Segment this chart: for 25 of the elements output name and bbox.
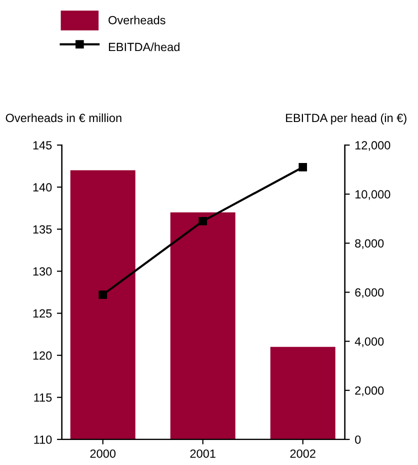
y2-tick-label: 12,000 bbox=[355, 141, 390, 151]
x-tick-label: 2001 bbox=[190, 449, 216, 458]
point bbox=[198, 216, 208, 226]
y-axis-title: Overheads in € million bbox=[6, 113, 122, 122]
y-tick-label: 125 bbox=[33, 309, 52, 318]
y-tick-label: 120 bbox=[33, 351, 52, 360]
legend-label: EBITDA/head bbox=[108, 42, 180, 52]
y2-tick-label: 6,000 bbox=[355, 288, 384, 298]
y-tick-label: 145 bbox=[33, 141, 52, 150]
y2-tick-label: 4,000 bbox=[354, 337, 384, 348]
x-tick-label: 2002 bbox=[290, 449, 316, 458]
y-tick-label: 140 bbox=[33, 183, 52, 192]
legend-label: Overheads bbox=[108, 16, 166, 24]
x-tick-label: 2000 bbox=[90, 449, 116, 458]
y-tick-label: 115 bbox=[34, 394, 52, 402]
y2-tick-label: 8,000 bbox=[355, 239, 384, 249]
point bbox=[98, 290, 108, 299]
y2-tick-label: 0 bbox=[355, 435, 361, 444]
y-tick-label: 110 bbox=[34, 435, 52, 444]
point bbox=[298, 162, 308, 172]
y-tick-label: 135 bbox=[33, 225, 52, 234]
y-tick-label: 130 bbox=[33, 267, 52, 276]
y2-tick-label: 2,000 bbox=[355, 386, 384, 396]
y2-tick-label: 10,000 bbox=[355, 190, 390, 200]
y2-axis-title: EBITDA per head (in €) bbox=[286, 113, 406, 124]
